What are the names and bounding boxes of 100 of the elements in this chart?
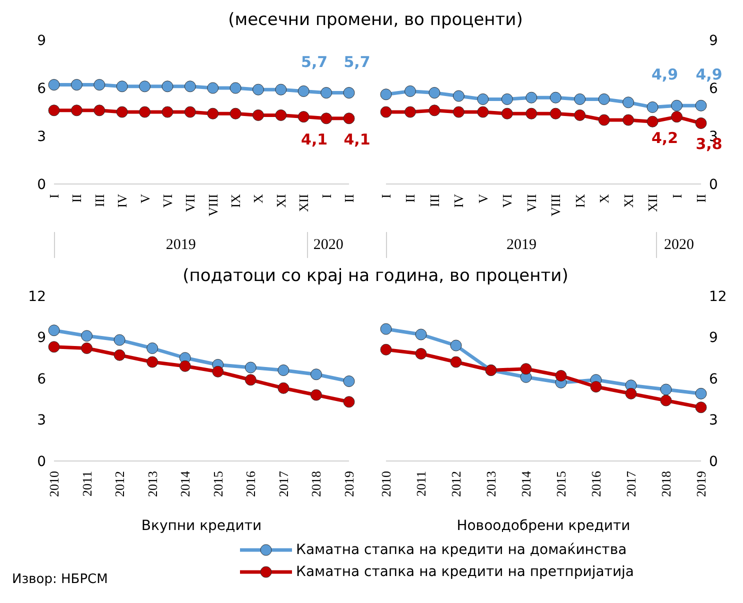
data-label: 4,1	[301, 130, 328, 148]
point	[646, 116, 658, 128]
x-tick-label: 2010	[46, 471, 62, 497]
x-tick-label: 2016	[243, 470, 258, 497]
x-tick-label: VI	[160, 194, 175, 208]
x-tick-label: II	[694, 194, 708, 203]
point	[526, 108, 538, 120]
point	[380, 106, 392, 118]
x-tick-label: II	[342, 194, 356, 203]
point	[320, 87, 332, 99]
point	[320, 112, 332, 124]
point	[278, 364, 290, 376]
text: 2019	[54, 232, 307, 258]
point	[244, 362, 256, 374]
y-tick-label: 0	[709, 454, 718, 470]
x-tick-label: III	[426, 194, 442, 207]
point	[343, 87, 355, 99]
point	[184, 80, 196, 92]
point	[428, 87, 440, 99]
x-tick-label: IX	[572, 193, 588, 208]
point	[695, 388, 707, 400]
x-tick-label: I	[46, 194, 62, 198]
point	[660, 384, 672, 396]
point	[477, 106, 489, 118]
x-tick-label: V	[137, 193, 152, 204]
point	[207, 108, 219, 120]
point	[48, 324, 60, 336]
point	[70, 104, 82, 116]
x-tick-label: 2012	[448, 471, 464, 497]
point	[695, 117, 707, 129]
point	[625, 388, 637, 400]
x-tick-label: I	[378, 194, 394, 198]
data-label: 4,9	[651, 66, 678, 84]
text: 2020	[656, 232, 701, 258]
x-tick-label: VIII	[205, 194, 220, 216]
point	[415, 328, 427, 340]
point	[81, 342, 93, 354]
point	[695, 402, 707, 414]
x-tick-label: XI	[273, 194, 288, 208]
x-tick-label: IV	[451, 193, 466, 208]
point	[343, 396, 355, 408]
y-tick-label: 3	[709, 412, 718, 429]
point	[450, 340, 462, 352]
point	[477, 93, 489, 105]
point	[116, 106, 128, 118]
point	[452, 106, 464, 118]
x-tick-label: 2011	[79, 471, 94, 497]
point	[380, 344, 392, 356]
y-tick-label: 9	[37, 330, 46, 346]
point	[212, 366, 224, 378]
point	[114, 334, 126, 346]
point	[501, 93, 513, 105]
x-tick-label: IX	[228, 193, 244, 208]
x-tick-label: III	[92, 194, 107, 207]
point	[574, 93, 586, 105]
data-label: 5,7	[301, 52, 328, 71]
point	[70, 79, 82, 91]
x-tick-label: XII	[645, 194, 660, 212]
x-tick-label: 2017	[276, 470, 291, 497]
point	[230, 108, 242, 120]
x-tick-label: V	[475, 193, 490, 204]
x-tick-label: IV	[114, 193, 130, 208]
y-tick-label: 0	[37, 454, 46, 470]
point	[146, 342, 158, 354]
point	[550, 108, 562, 120]
point	[622, 114, 634, 126]
y-tick-label: 3	[37, 412, 46, 429]
x-axis-title: Вкупни кредити	[140, 517, 263, 536]
point	[404, 85, 416, 97]
point	[139, 106, 151, 118]
point	[671, 100, 683, 112]
x-tick-label: 2019	[694, 471, 708, 497]
x-tick-label: XII	[296, 194, 312, 212]
y-tick-label: 3	[37, 128, 46, 145]
x-tick-label: I	[318, 194, 334, 198]
x-tick-label: 2013	[144, 471, 160, 497]
y-tick-label: 6	[37, 80, 46, 97]
point	[415, 348, 427, 360]
y-tick-label: 6	[709, 371, 718, 388]
point	[244, 374, 256, 386]
x-tick-label: XI	[620, 194, 636, 208]
point	[275, 109, 287, 121]
text: 2020	[306, 232, 349, 258]
x-tick-label: 2015	[210, 471, 226, 497]
x-tick-label: 2018	[308, 471, 324, 497]
point	[81, 330, 93, 342]
point	[555, 370, 567, 382]
point	[380, 88, 392, 100]
point	[520, 363, 532, 375]
point	[501, 108, 513, 120]
y-tick-label: 9	[709, 330, 718, 346]
point	[660, 394, 672, 406]
point	[590, 381, 602, 392]
x-tick-label: 2012	[112, 471, 128, 497]
data-label: 4,2	[651, 128, 678, 147]
point	[275, 84, 287, 96]
x-tick-label: 2011	[414, 471, 428, 497]
point	[450, 356, 462, 368]
point	[343, 376, 355, 387]
legend-label: Каматна стапка на кредити на претпријатија	[296, 564, 634, 580]
